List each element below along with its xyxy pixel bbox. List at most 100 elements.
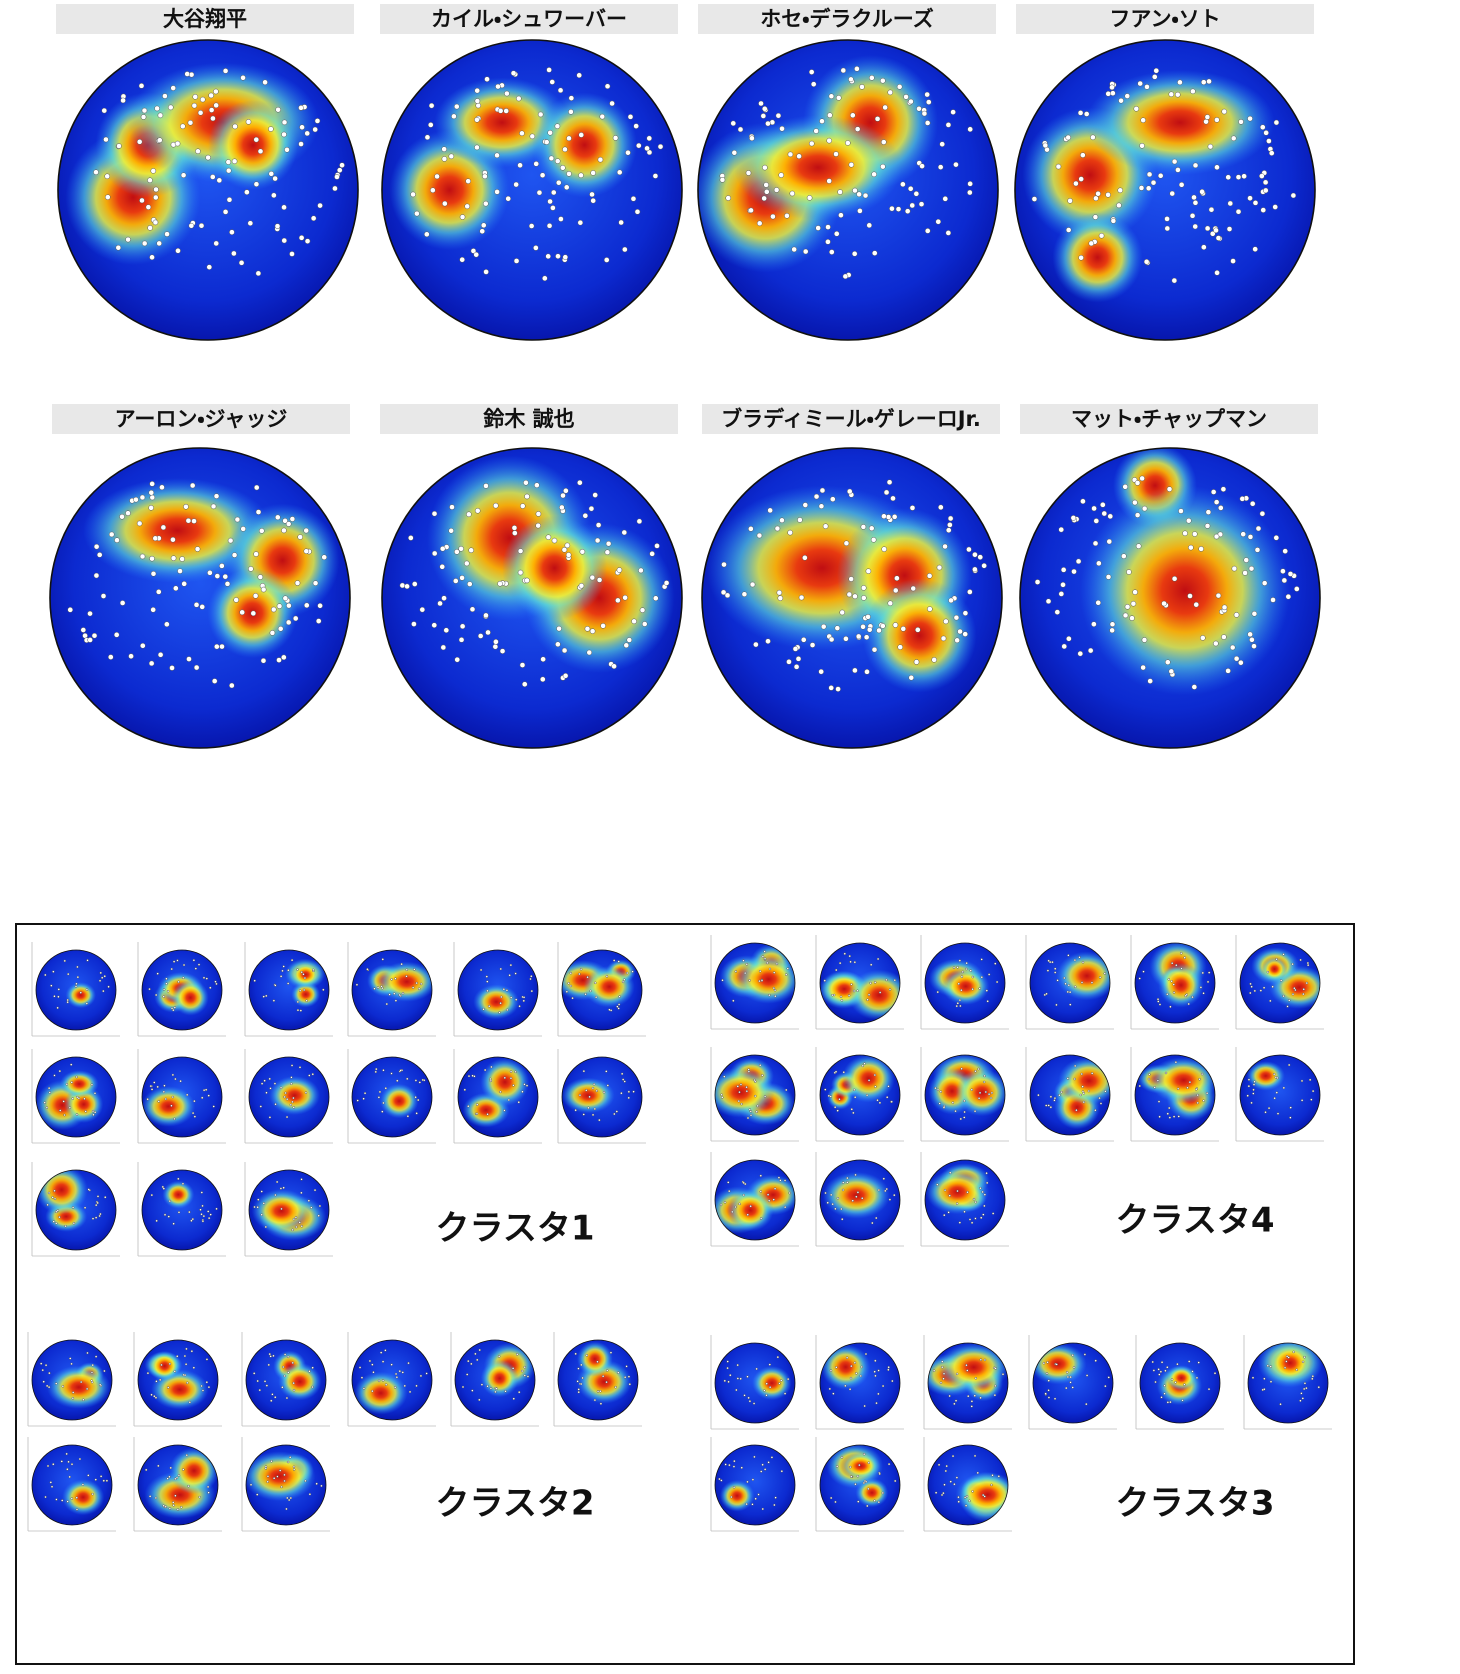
heatmap — [36, 1170, 116, 1250]
pitch-dot — [856, 989, 859, 992]
pitch-dot — [339, 162, 345, 168]
pitch-dot — [1075, 1108, 1078, 1112]
pitch-dot — [279, 1187, 283, 1190]
heatmap — [58, 40, 358, 340]
pitch-dot — [834, 625, 841, 631]
pitch-dot — [1088, 240, 1095, 247]
pitch-dot — [257, 574, 264, 580]
pitch-dot — [70, 1081, 73, 1084]
pitch-dot — [965, 1363, 968, 1367]
pitch-dot — [631, 970, 634, 973]
pitch-dot — [1204, 225, 1211, 232]
pitch-dot — [878, 991, 882, 994]
pitch-dot — [281, 969, 284, 973]
pitch-dot — [828, 636, 835, 643]
pitch-dot — [1248, 565, 1255, 572]
heat-blob — [727, 1189, 774, 1232]
player-name: フアン・ソト — [1109, 7, 1220, 31]
pitch-dot — [182, 1468, 185, 1471]
pitch-dot — [281, 119, 288, 126]
pitch-dot — [539, 172, 546, 179]
pitch-dot — [474, 1352, 477, 1356]
pitch-dot — [891, 514, 898, 520]
pitch-dot — [560, 492, 566, 499]
pitch-dot — [260, 657, 267, 664]
pitch-dot — [512, 530, 518, 536]
pitch-dot — [840, 1207, 843, 1211]
pitch-dot — [170, 1007, 174, 1010]
pitch-dot — [465, 178, 471, 184]
pitch-dot — [1230, 258, 1236, 264]
pitch-dot — [1141, 505, 1148, 512]
pitch-dot — [57, 995, 60, 999]
pitch-dot — [865, 568, 872, 574]
pitch-dot — [492, 502, 499, 509]
pitch-dot — [162, 1504, 165, 1507]
pitch-dot — [148, 489, 155, 496]
pitch-dot — [405, 968, 409, 972]
pitch-dot — [743, 1394, 746, 1397]
pitch-dot — [1176, 1087, 1180, 1091]
heatmap — [246, 1340, 326, 1420]
pitch-dot — [68, 1475, 71, 1479]
pitch-dot — [1104, 1384, 1107, 1388]
pitch-dot — [761, 106, 768, 112]
pitch-dot — [636, 518, 643, 525]
pitch-dot — [593, 1107, 597, 1111]
pitch-dot — [582, 1069, 586, 1073]
pitch-dot — [1138, 977, 1141, 980]
name-band — [56, 4, 354, 34]
pitch-dot — [1303, 1355, 1306, 1359]
pitch-dot — [308, 1074, 311, 1077]
pitch-dot — [74, 985, 78, 988]
pitch-dot — [1214, 270, 1220, 276]
pitch-dot — [590, 170, 596, 176]
pitch-dot — [93, 1111, 97, 1114]
pitch-dot — [474, 116, 480, 123]
pitch-dot — [1291, 962, 1294, 966]
pitch-dot — [890, 495, 896, 502]
pitch-dot — [448, 527, 454, 534]
pitch-dot — [970, 1088, 974, 1091]
pitch-dot — [588, 505, 595, 512]
pitch-dot — [416, 1098, 420, 1102]
pitch-dot — [499, 1001, 502, 1005]
pitch-dot — [761, 195, 767, 202]
pitch-dot — [828, 93, 835, 100]
pitch-dot — [871, 171, 877, 178]
pitch-dot — [840, 1217, 844, 1221]
heat-outline — [1019, 447, 1321, 749]
pitch-dot — [924, 91, 930, 98]
heat-blob — [955, 1472, 1008, 1518]
pitch-dot — [71, 1097, 74, 1100]
pitch-dot — [729, 1373, 732, 1377]
pitch-dot — [258, 528, 265, 534]
pitch-dot — [84, 1110, 87, 1113]
pitch-dot — [966, 546, 972, 553]
pitch-dot — [170, 536, 176, 543]
pitch-dot — [61, 1385, 65, 1388]
pitch-dot — [721, 1096, 724, 1099]
player-name: マット・チャップマン — [1071, 407, 1267, 431]
pitch-dot — [1105, 90, 1112, 97]
pitch-dot — [98, 1214, 101, 1218]
pitch-dot — [260, 1082, 264, 1085]
pitch-dot — [522, 996, 526, 999]
heat-outline — [381, 447, 683, 749]
pitch-dot — [1213, 499, 1220, 505]
pitch-dot — [373, 987, 376, 990]
pitch-dot — [1174, 91, 1181, 98]
pitch-dot — [954, 1109, 957, 1113]
pitch-dot — [114, 537, 120, 543]
heat-outline — [819, 1159, 901, 1241]
pitch-dot — [1158, 1373, 1161, 1376]
pitch-dot — [874, 1085, 877, 1088]
pitch-dot — [75, 1075, 78, 1079]
pitch-dot — [756, 1104, 759, 1108]
pitch-dot — [475, 102, 482, 109]
pitch-dot — [606, 1084, 610, 1087]
pitch-dot — [765, 1382, 768, 1385]
pitch-dot — [995, 980, 999, 984]
pitch-dot — [52, 970, 55, 973]
pitch-dot — [379, 1351, 383, 1354]
